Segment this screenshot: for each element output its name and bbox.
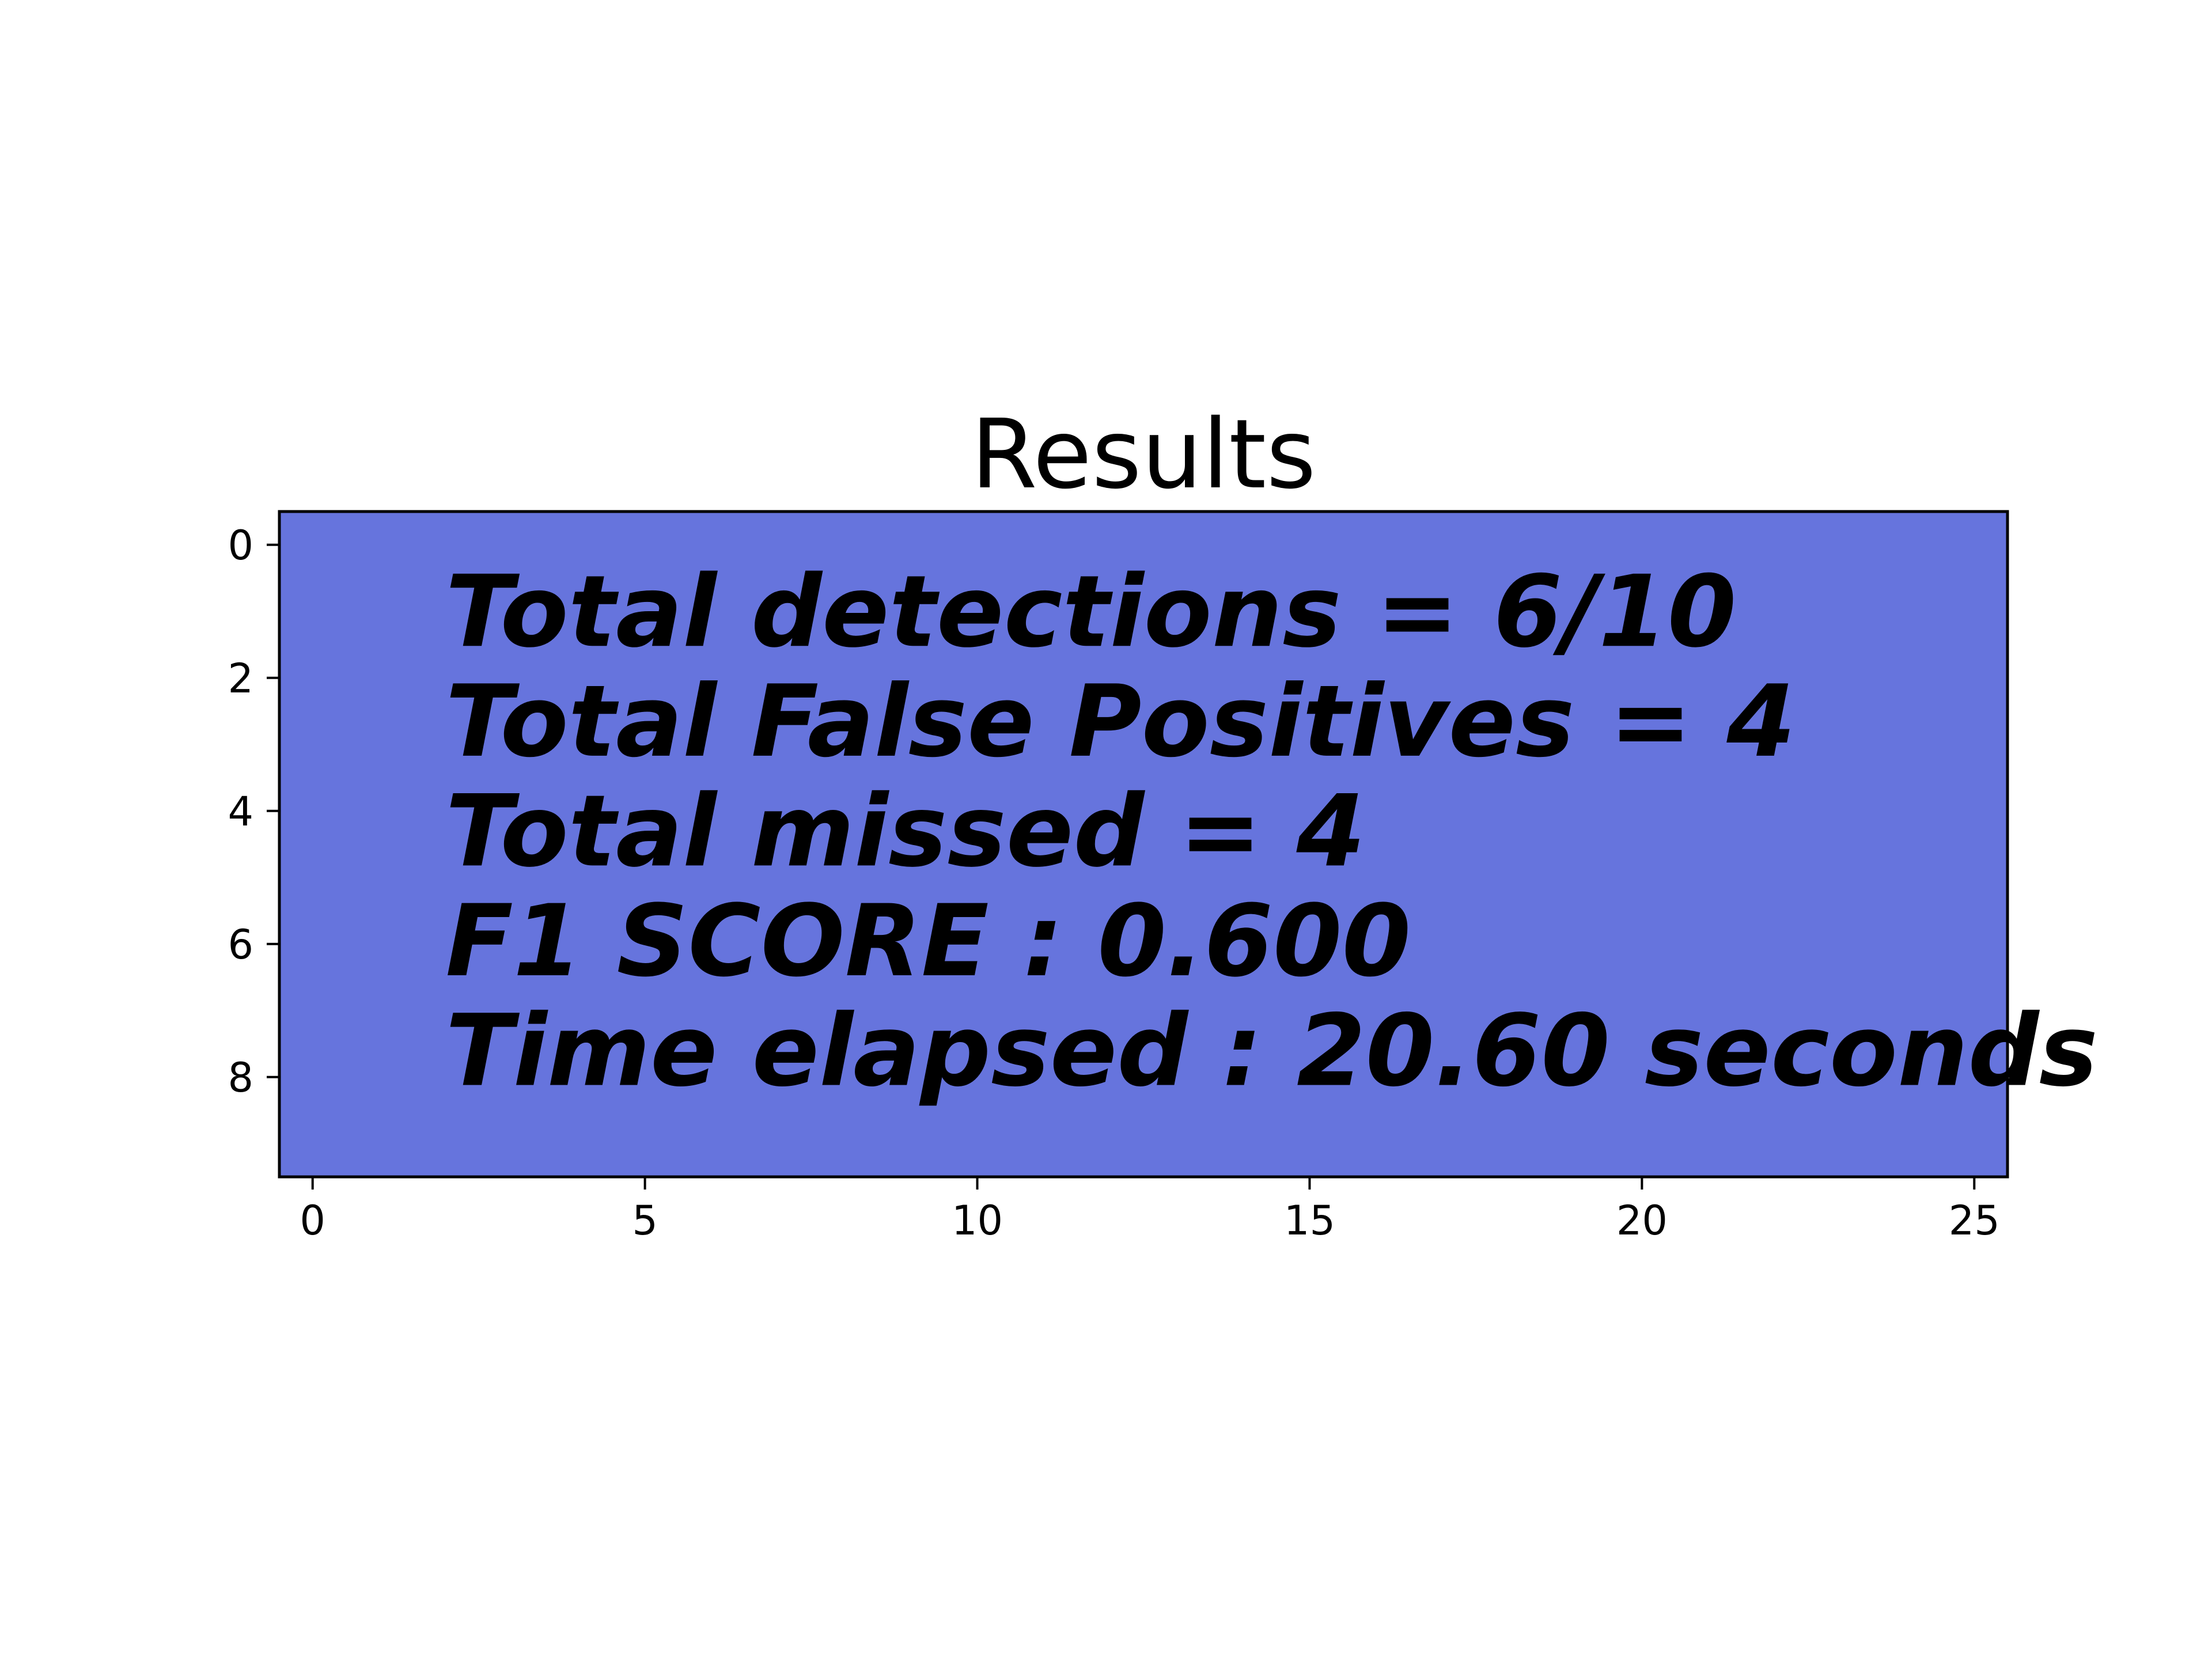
- y-tick-label: 8: [228, 1054, 253, 1101]
- x-tick-label: 20: [1616, 1197, 1668, 1244]
- annotation-line: Total False Positives = 4: [445, 664, 1796, 779]
- x-axis: 0 5 10 15 20 25: [300, 1177, 2000, 1244]
- annotation-line: Time elapsed : 20.60 seconds: [445, 993, 2098, 1109]
- annotation-line: Total detections = 6/10: [445, 554, 1736, 669]
- x-tick-label: 5: [632, 1197, 658, 1244]
- x-tick-label: 25: [1949, 1197, 2000, 1244]
- annotation-line: F1 SCORE : 0.600: [445, 883, 1411, 999]
- x-tick-label: 15: [1284, 1197, 1335, 1244]
- y-tick-label: 2: [228, 655, 253, 702]
- chart-title: Results: [971, 399, 1316, 510]
- y-tick-label: 0: [228, 522, 253, 569]
- x-tick-label: 10: [952, 1197, 1003, 1244]
- x-tick-label: 0: [300, 1197, 325, 1244]
- y-tick-label: 6: [228, 921, 253, 968]
- axes-frame: [278, 510, 2009, 1179]
- image-fill: [279, 512, 2008, 1177]
- annotation-line: Total missed = 4: [445, 773, 1365, 889]
- y-tick-label: 4: [228, 788, 253, 835]
- y-axis: 0 2 4 6 8: [228, 522, 279, 1101]
